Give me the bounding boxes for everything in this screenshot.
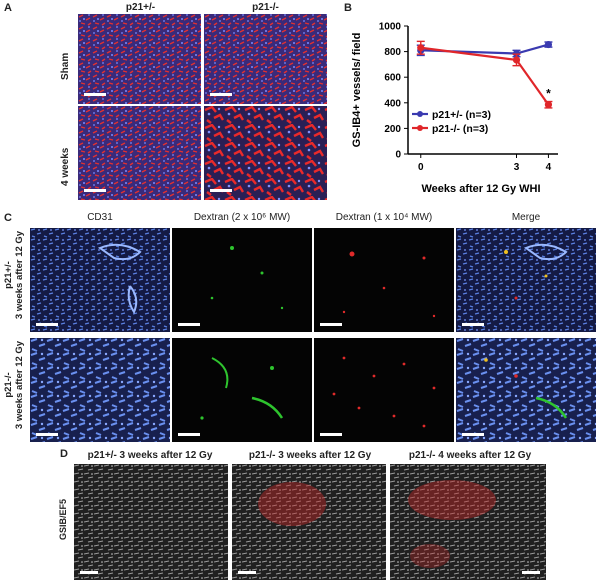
panel-a-image-ko-4w [204, 106, 327, 200]
panel-d-image-ko-4w [390, 464, 546, 580]
legend-marker [417, 125, 423, 131]
x-tick-label: 0 [418, 162, 424, 173]
panel-c-col-label: Merge [511, 212, 541, 223]
panel-a-col-label: p21-/- [252, 2, 279, 13]
legend-marker [417, 111, 423, 117]
panel-a-row-label: 4 weeks [60, 147, 71, 186]
panel-c-image-merge-ko [456, 338, 596, 442]
panel-c-col-label: Dextran (1 x 10⁴ MW) [335, 212, 433, 223]
panel-c-image-dextran-small-ko [314, 338, 454, 442]
panel-d-row-label: GSIB/EF5 [58, 498, 68, 540]
x-tick-label: 4 [546, 162, 552, 173]
legend-label: p21-/- (n=3) [432, 123, 488, 135]
panel-c-row-label-2: p21-/- 3 weeks after 12 Gy [2, 338, 26, 442]
panel-c-image-cd31-ko [30, 338, 170, 442]
panel-d-col-label: p21-/- 4 weeks after 12 Gy [408, 450, 532, 461]
panel-c-image-dextran-large-ko [172, 338, 312, 442]
panel-c-image-dextran-large-het [172, 228, 312, 332]
panel-c-timing: 3 weeks after 12 Gy [14, 230, 25, 320]
panel-a-image-het-sham [78, 14, 201, 104]
x-axis-label: Weeks after 12 Gy WHI [421, 183, 540, 195]
legend-label: p21+/- (n=3) [432, 109, 491, 121]
y-tick-label: 1000 [379, 22, 402, 33]
panel-a-image-ko-sham [204, 14, 327, 104]
panel-c-col-label: CD31 [87, 212, 113, 223]
data-point [512, 56, 521, 64]
panel-d-col-label: p21-/- 3 weeks after 12 Gy [248, 450, 372, 461]
data-point [544, 101, 553, 109]
panel-c-image-cd31-het [30, 228, 170, 332]
panel-c-col-label: Dextran (2 x 10⁶ MW) [193, 212, 291, 223]
panel-d-col-label: p21+/- 3 weeks after 12 Gy [87, 450, 213, 461]
data-point [417, 44, 425, 52]
panel-c-row-label-1: p21+/- 3 weeks after 12 Gy [2, 228, 26, 332]
significance-annotation: * [546, 87, 551, 101]
y-tick-label: 0 [395, 150, 401, 161]
panel-c-image-merge-het [456, 228, 596, 332]
panel-d-letter: D [60, 448, 68, 460]
x-tick-label: 3 [514, 162, 520, 173]
data-point [544, 40, 553, 49]
panel-c-image-dextran-small-het [314, 228, 454, 332]
panel-c-timing: 3 weeks after 12 Gy [14, 340, 25, 430]
panel-b-chart: 0 200 400 600 800 1000 0 3 4 Weeks after 12 Gy WH… [351, 22, 558, 195]
panel-d-image-het-3w [74, 464, 228, 580]
y-tick-label: 800 [384, 47, 401, 58]
panel-c-genotype: p21+/- [3, 261, 14, 289]
y-tick-label: 200 [384, 124, 401, 135]
series-line [420, 46, 550, 106]
panel-b-letter: B [344, 2, 352, 14]
panel-c-letter: C [4, 212, 12, 224]
y-axis-label: GS-IB4+ vessels/ field [351, 33, 363, 148]
y-tick-label: 600 [384, 73, 401, 84]
panel-a-letter: A [4, 2, 12, 14]
panel-a-row-label: Sham [60, 52, 71, 80]
panel-c-genotype: p21-/- [3, 372, 14, 398]
series-line [420, 43, 549, 55]
y-tick-label: 400 [384, 98, 401, 109]
panel-a-col-label: p21+/- [125, 2, 156, 13]
panel-a-image-het-4w [78, 106, 201, 200]
panel-d-image-ko-3w [232, 464, 386, 580]
